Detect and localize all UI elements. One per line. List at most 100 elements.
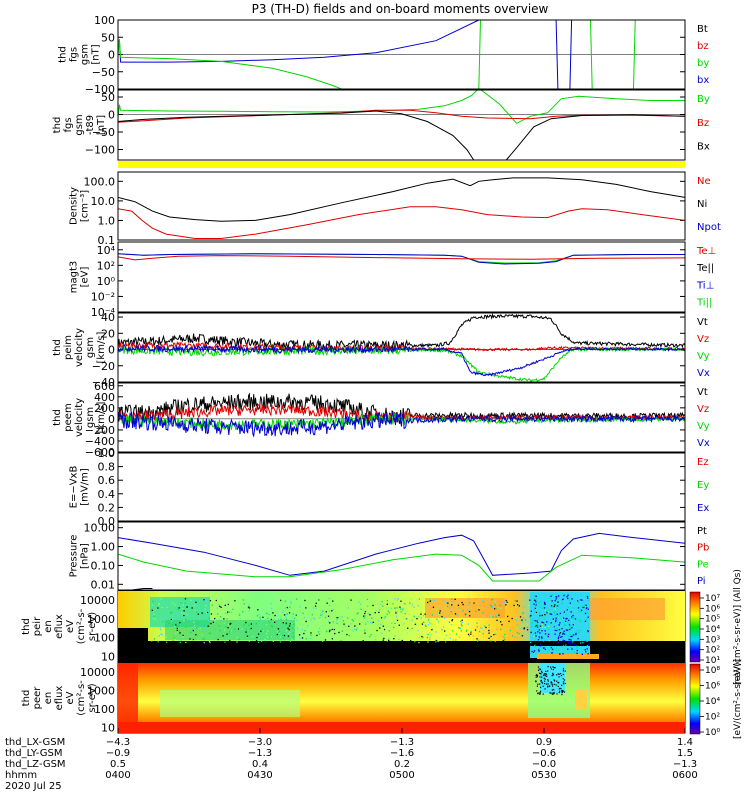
spectrogram-pixel	[356, 627, 358, 629]
spectrogram-pixel	[369, 614, 371, 616]
spectrogram-pixel	[535, 635, 537, 637]
spectrogram-pixel	[248, 607, 251, 609]
spectrogram-pixel	[290, 601, 292, 603]
spectrogram-pixel	[489, 636, 492, 638]
spectrogram-pixel	[573, 607, 575, 609]
ytick-label: 0.6	[98, 474, 116, 487]
spectrogram-pixel	[372, 621, 374, 623]
spectrogram-pixel	[536, 624, 538, 626]
spectrogram-pixel	[551, 682, 553, 684]
spectrogram-pixel	[303, 616, 305, 619]
spectrogram-pixel	[285, 618, 287, 621]
spectrogram-pixel	[523, 627, 526, 629]
colorbar-tick-label: 10⁷	[705, 594, 720, 604]
spectrogram-pixel	[504, 633, 506, 636]
spectrogram-pixel	[553, 683, 555, 685]
spectrogram-pixel	[556, 680, 558, 682]
spectrogram-pixel	[562, 633, 564, 635]
spectrogram-pixel	[447, 602, 449, 604]
ylabel-line: thd	[21, 618, 32, 635]
spectrogram-pixel	[220, 598, 222, 601]
spectrogram-pixel	[328, 605, 331, 607]
spectrogram-pixel	[539, 625, 542, 627]
legend-Te⊥: Te⊥	[696, 246, 716, 257]
spectrogram-pixel	[420, 611, 422, 613]
spectrogram-pixel	[542, 640, 545, 642]
spectrogram-pixel	[212, 621, 214, 623]
spectrogram-pixel	[364, 629, 366, 631]
spectrogram-pixel	[564, 620, 567, 622]
spectrogram-pixel	[488, 629, 490, 632]
spectrogram-pixel	[561, 690, 563, 692]
spectrogram-pixel	[444, 630, 446, 632]
spectrogram-pixel	[464, 614, 466, 616]
spectrogram-pixel	[546, 612, 548, 614]
legend-Te||: Te||	[696, 263, 714, 274]
spectrogram-pixel	[456, 613, 458, 615]
spectrogram-pixel	[285, 614, 287, 616]
spectrogram-pixel	[551, 675, 553, 677]
xaxis-tick-value: −4.3	[106, 737, 130, 748]
spectrogram-pixel	[192, 638, 195, 641]
ytick-label: 40	[101, 311, 115, 324]
spectrogram-pixel	[539, 645, 541, 647]
ylabel-line: Density	[69, 187, 80, 225]
spectrogram-pixel	[538, 649, 540, 651]
spectrogram-pixel	[561, 694, 563, 696]
spectrogram-pixel	[238, 613, 240, 615]
spectrogram-pixel	[293, 617, 296, 619]
spectrogram-pixel	[490, 616, 492, 618]
spectrogram-pixel	[241, 628, 243, 630]
xaxis-tick-value: −1.3	[390, 737, 414, 748]
spectrogram-pixel	[394, 635, 396, 637]
spectrogram-pixel	[195, 601, 197, 603]
spectrogram-pixel	[461, 621, 464, 624]
spectrogram-pixel	[238, 614, 241, 616]
ylabel-line: -t89	[85, 115, 96, 135]
xaxis-tick-value: −0.0	[532, 759, 556, 770]
spectrogram-pixel	[184, 598, 187, 600]
spectrogram-pixel	[572, 624, 574, 626]
spectrogram-pixel	[503, 636, 505, 638]
spectrogram-pixel	[565, 613, 567, 615]
spectrogram-pixel	[224, 604, 226, 606]
spectrogram-pixel	[431, 623, 433, 625]
spectrogram-pixel	[310, 619, 312, 621]
spectrogram-pixel	[450, 609, 453, 611]
colorbar-tick-label: 10⁶	[705, 604, 720, 614]
spectrogram-pixel	[460, 624, 462, 626]
spectrogram-pixel	[545, 683, 548, 685]
spectrogram-pixel	[329, 629, 331, 631]
ytick-label: −50	[92, 66, 115, 79]
spectrogram-pixel	[451, 604, 453, 606]
spectrogram-pixel	[162, 635, 164, 637]
spectrogram-pixel	[397, 598, 400, 600]
spectrogram-pixel	[417, 630, 419, 632]
spectrogram-pixel	[259, 616, 261, 619]
spectrogram-pixel	[344, 625, 346, 627]
spectrogram-pixel	[353, 623, 355, 625]
panel-8: 10.00 1.00 0.10 0.01 Pressure [nPa] Pt Pb Pe Pi	[69, 521, 709, 591]
ytick-label: 10⁰	[97, 275, 116, 288]
spectrogram-pixel	[400, 608, 402, 610]
spectrogram-pixel	[544, 626, 546, 629]
spectrogram-pixel	[536, 675, 538, 677]
ylabel-line: gsm	[85, 337, 96, 358]
spectrogram-pixel	[271, 625, 274, 628]
spectrogram-pixel	[312, 607, 314, 609]
spectrogram-pixel	[584, 649, 586, 651]
spectrogram-pixel	[554, 608, 556, 610]
ylabel-line: eV	[65, 620, 76, 633]
spectrogram-pixel	[517, 624, 519, 626]
panel-3: 100.0 10.0 1.0 0.1 Density [cm⁻³] Ne Ni Npot	[69, 171, 721, 247]
spectrogram-pixel	[565, 629, 567, 631]
spectrogram-pixel	[558, 688, 560, 690]
spectrogram-pixel	[270, 636, 272, 638]
xaxis-tick-value: −1.3	[673, 759, 697, 770]
spectrogram-pixel	[166, 641, 168, 644]
spectrogram-pixel	[544, 630, 546, 632]
series-Vx	[118, 343, 685, 377]
spectrogram-pixel	[315, 602, 317, 604]
spectrogram-pixel	[551, 648, 554, 650]
xaxis-tick-value: 0.5	[110, 759, 126, 770]
